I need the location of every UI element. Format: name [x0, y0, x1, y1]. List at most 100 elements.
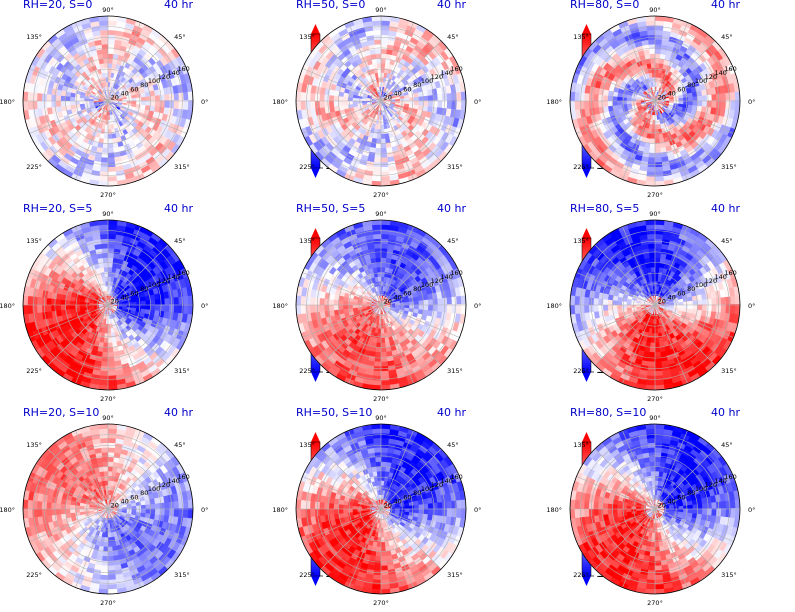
radial-tick-label: 160	[724, 65, 736, 73]
angular-tick-label: 315°	[447, 163, 463, 171]
angular-tick-label: 0°	[474, 98, 481, 106]
angular-tick-label: 45°	[447, 33, 459, 41]
panel-title-right: 40 hr	[711, 406, 740, 419]
angular-tick-label: 315°	[721, 367, 737, 375]
angular-tick-label: 45°	[721, 33, 733, 41]
polar-frame	[22, 219, 194, 391]
radial-tick-label: 100	[695, 77, 707, 85]
angular-tick-label: 45°	[447, 441, 459, 449]
angular-tick-label: 225°	[26, 571, 42, 579]
radial-tick-label: 40	[120, 293, 128, 301]
panel-title-left: RH=80, S=5	[570, 202, 639, 215]
polar-frame	[22, 15, 194, 187]
angular-tick-label: 225°	[573, 571, 589, 579]
radial-tick-label: 40	[667, 497, 675, 505]
polar-grid	[569, 423, 741, 595]
angular-tick-label: 180°	[0, 302, 15, 310]
angular-tick-label: 135°	[573, 237, 589, 245]
radial-tick-label: 40	[393, 293, 401, 301]
angular-tick-label: 225°	[26, 163, 42, 171]
radial-tick-label: 60	[677, 85, 685, 93]
radial-tick-label: 20	[111, 297, 119, 305]
angular-tick-label: 45°	[721, 441, 733, 449]
radial-tick-label: 60	[130, 289, 138, 297]
radial-tick-label: 60	[403, 289, 411, 297]
radial-tick-label: 40	[393, 497, 401, 505]
radial-tick-label: 60	[403, 493, 411, 501]
radial-tick-label: 120	[705, 73, 717, 81]
panel-title-right: 40 hr	[437, 406, 466, 419]
panel-title-left: RH=80, S=10	[570, 406, 646, 419]
radial-tick-label: 140	[715, 69, 727, 77]
radial-tick-label: 80	[687, 489, 695, 497]
angular-tick-label: 0°	[748, 98, 755, 106]
radial-tick-label: 140	[441, 273, 453, 281]
panel-title-left: RH=50, S=0	[296, 0, 365, 11]
radial-tick-label: 120	[158, 277, 170, 285]
polar-frame	[295, 423, 467, 595]
angular-tick-label: 135°	[299, 237, 315, 245]
radial-tick-label: 140	[715, 477, 727, 485]
radial-tick-label: 140	[168, 477, 180, 485]
radial-tick-label: 20	[384, 297, 392, 305]
radial-tick-label: 120	[431, 277, 443, 285]
colorbar-extend-min	[311, 576, 320, 586]
colorbar-extend-max	[311, 228, 320, 238]
radial-tick-label: 140	[441, 69, 453, 77]
radial-tick-label: 80	[413, 285, 421, 293]
colorbar-extend-min	[311, 372, 320, 382]
panel-title-left: RH=50, S=5	[296, 202, 365, 215]
polar-frame	[295, 219, 467, 391]
radial-tick-label: 120	[705, 277, 717, 285]
angular-tick-label: 135°	[26, 237, 42, 245]
angular-tick-label: 90°	[102, 414, 114, 422]
radial-tick-label: 100	[148, 281, 160, 289]
radial-tick-label: 20	[384, 93, 392, 101]
polar-frame	[295, 15, 467, 187]
colorbar-extend-max	[311, 432, 320, 442]
radial-tick-label: 160	[450, 473, 462, 481]
polar-grid	[569, 219, 741, 391]
angular-tick-label: 270°	[100, 395, 116, 403]
radial-tick-label: 140	[168, 69, 180, 77]
panel-title-left: RH=80, S=0	[570, 0, 639, 11]
panel-title-left: RH=20, S=0	[23, 0, 92, 11]
angular-tick-label: 225°	[573, 163, 589, 171]
colorbar-extend-max	[311, 24, 320, 34]
angular-tick-label: 315°	[174, 571, 190, 579]
angular-tick-label: 45°	[174, 237, 186, 245]
angular-tick-label: 0°	[201, 506, 208, 514]
radial-tick-label: 20	[658, 501, 666, 509]
angular-tick-label: 135°	[26, 441, 42, 449]
angular-tick-label: 45°	[174, 33, 186, 41]
panel-title-right: 40 hr	[711, 0, 740, 11]
angular-tick-label: 0°	[201, 98, 208, 106]
radial-tick-label: 160	[177, 65, 189, 73]
angular-tick-label: 180°	[546, 506, 562, 514]
polar-grid	[295, 219, 467, 391]
angular-tick-label: 180°	[272, 98, 288, 106]
radial-tick-label: 80	[140, 489, 148, 497]
angular-tick-label: 135°	[573, 441, 589, 449]
angular-tick-label: 90°	[375, 210, 387, 218]
angular-tick-label: 315°	[721, 571, 737, 579]
angular-tick-label: 225°	[299, 163, 315, 171]
angular-tick-label: 180°	[546, 98, 562, 106]
panel-title-right: 40 hr	[164, 202, 193, 215]
angular-tick-label: 180°	[272, 506, 288, 514]
radial-tick-label: 100	[148, 77, 160, 85]
radial-tick-label: 60	[130, 493, 138, 501]
angular-tick-label: 90°	[649, 6, 661, 14]
panel-title-right: 40 hr	[437, 0, 466, 11]
panel-title-left: RH=20, S=10	[23, 406, 99, 419]
radial-tick-label: 120	[158, 481, 170, 489]
radial-tick-label: 40	[120, 497, 128, 505]
radial-tick-label: 20	[111, 501, 119, 509]
angular-tick-label: 90°	[102, 210, 114, 218]
radial-tick-label: 120	[431, 73, 443, 81]
radial-tick-label: 40	[667, 89, 675, 97]
panel-title-right: 40 hr	[711, 202, 740, 215]
polar-grid	[22, 15, 194, 187]
